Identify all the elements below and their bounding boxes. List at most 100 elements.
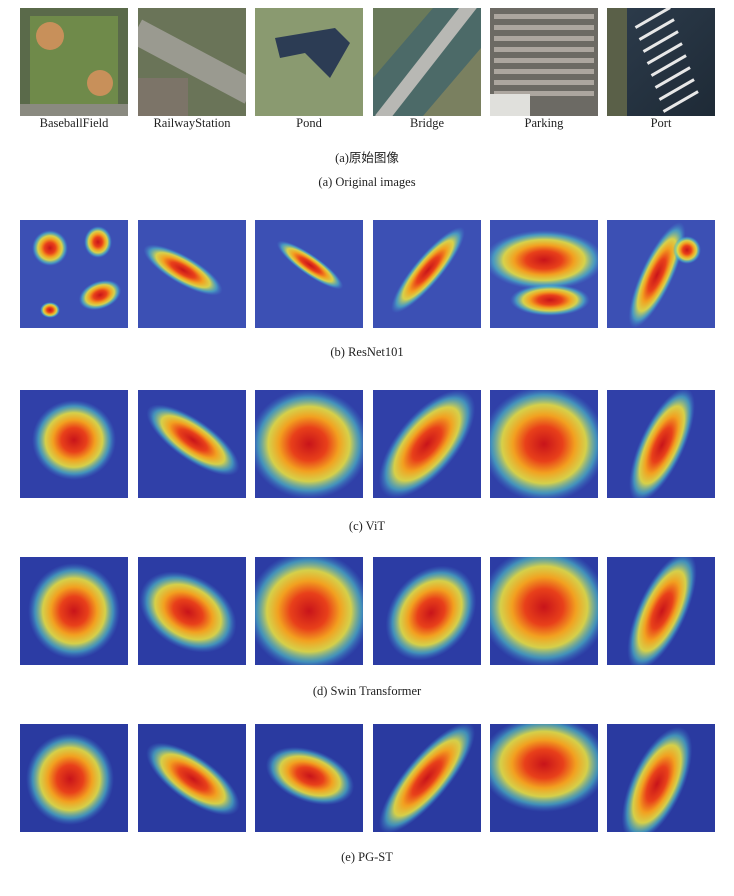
photo [607, 8, 715, 116]
cars [494, 36, 594, 41]
caption: (d) Swin Transformer [313, 684, 422, 698]
bridge [375, 8, 481, 116]
heat-blob [490, 230, 598, 290]
bank [423, 48, 481, 116]
boats [658, 78, 695, 101]
heat-blob [378, 390, 476, 498]
caption-zh: (a)原始图像 [335, 151, 399, 165]
heatmap [255, 724, 363, 832]
heat-blob [84, 226, 112, 258]
heatmap [20, 724, 128, 832]
photo [20, 8, 128, 116]
tile [255, 8, 363, 116]
photo [138, 8, 246, 116]
heat-base [20, 220, 128, 328]
tile [255, 724, 363, 832]
photo [255, 8, 363, 116]
tile [373, 557, 481, 665]
heatmap [373, 557, 481, 665]
heat-blob [32, 230, 68, 266]
heat-blob [146, 404, 240, 476]
tile [607, 390, 715, 498]
heat-blob [40, 302, 60, 318]
cars [494, 80, 594, 85]
tile [490, 8, 598, 116]
heat-blob [490, 724, 598, 812]
heat-blob [78, 279, 122, 311]
heat-blob [143, 244, 223, 296]
tile [607, 557, 715, 665]
pond [275, 28, 350, 78]
heatmap [20, 557, 128, 665]
heatmap [490, 557, 598, 665]
bank [373, 8, 433, 78]
tile [490, 724, 598, 832]
image-label: Bridge [410, 116, 444, 130]
heatmap [607, 724, 715, 832]
heat-blob [139, 571, 237, 653]
cars [494, 25, 594, 30]
tile [373, 390, 481, 498]
tile [607, 8, 715, 116]
heatmap [138, 557, 246, 665]
tile [255, 557, 363, 665]
heat-blob [26, 733, 114, 825]
heat-blob [629, 390, 695, 498]
heat-blob [621, 726, 693, 832]
image-label: Pond [296, 116, 322, 130]
tile [490, 390, 598, 498]
image-label: Port [651, 116, 672, 130]
building [490, 94, 530, 116]
heatmap [490, 390, 598, 498]
tile [138, 557, 246, 665]
cars [494, 14, 594, 19]
heatmap [20, 220, 128, 328]
heat-blob [490, 557, 598, 665]
heatmap [607, 557, 715, 665]
heat-blob [255, 390, 363, 498]
heatmap [373, 220, 481, 328]
cars [494, 58, 594, 63]
tile [138, 390, 246, 498]
heatmap [373, 724, 481, 832]
boats [650, 54, 687, 77]
caption: (e) PG-ST [341, 850, 393, 864]
tile [20, 8, 128, 116]
boats [642, 30, 679, 53]
caption: (c) ViT [349, 519, 386, 533]
heat-blob [673, 236, 701, 264]
image-label: Parking [525, 116, 565, 130]
boats [654, 66, 691, 89]
cars [494, 47, 594, 52]
heat-blob [490, 390, 598, 498]
heatmap [490, 220, 598, 328]
tile [373, 8, 481, 116]
tile [20, 220, 128, 328]
heatmap [138, 390, 246, 498]
heat-blob [276, 240, 344, 290]
tile [20, 557, 128, 665]
tile [607, 220, 715, 328]
heatmap [255, 390, 363, 498]
heat-blob [385, 565, 477, 661]
heat-blob [510, 284, 590, 316]
heatmap [138, 220, 246, 328]
cars [494, 91, 594, 96]
shore [607, 8, 627, 116]
cars [494, 69, 594, 74]
heat-blob [378, 724, 476, 832]
tile [20, 390, 128, 498]
caption: (b) ResNet101 [330, 345, 403, 359]
heatmap [20, 390, 128, 498]
photo [373, 8, 481, 116]
tile [490, 557, 598, 665]
tile [373, 724, 481, 832]
road [20, 104, 128, 116]
heat-blob [32, 400, 116, 480]
boats [646, 42, 683, 65]
caption: (a) Original images [318, 175, 415, 189]
heatmap [255, 220, 363, 328]
heatmap [607, 220, 715, 328]
heat-blob [265, 746, 355, 806]
